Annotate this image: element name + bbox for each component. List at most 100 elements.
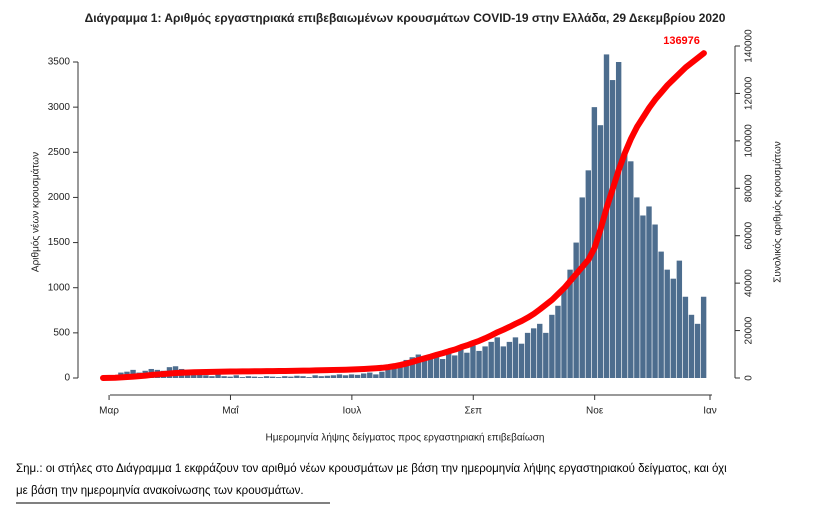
bar <box>379 371 385 378</box>
bar <box>348 374 355 378</box>
bar <box>342 375 349 378</box>
bar <box>209 376 215 378</box>
x-tick-label: Ιουλ <box>342 406 361 417</box>
bar <box>664 269 670 378</box>
bar <box>385 368 391 378</box>
bar <box>312 375 318 378</box>
bar <box>203 375 209 378</box>
bar <box>397 363 403 378</box>
bar <box>585 170 591 378</box>
bar <box>354 374 361 378</box>
bar <box>288 376 294 378</box>
bar <box>682 296 689 378</box>
bar <box>336 374 343 378</box>
bar <box>506 341 513 378</box>
y2-tick-label: 120000 <box>744 76 755 110</box>
bar <box>227 376 233 378</box>
bar <box>330 375 337 378</box>
y-tick-label: 2500 <box>48 147 71 158</box>
bar <box>634 197 640 378</box>
bar <box>306 377 312 378</box>
bar <box>233 375 239 378</box>
bar <box>415 354 422 378</box>
bar <box>373 374 379 378</box>
y-tick-label: 1500 <box>48 237 71 248</box>
x-tick-label: Ιαν <box>703 406 717 417</box>
bar <box>294 375 300 378</box>
bar <box>445 350 452 378</box>
y2-axis-label: Συνολικός αριθμός κρουσμάτων <box>772 141 784 283</box>
bar <box>482 346 488 378</box>
bar <box>615 62 622 378</box>
bar <box>488 341 494 378</box>
bar <box>622 152 628 378</box>
bar <box>537 323 543 378</box>
bar <box>245 376 252 378</box>
y-tick-label: 2000 <box>48 192 71 203</box>
bar <box>324 375 330 378</box>
bar <box>391 367 397 378</box>
chart-title: Διάγραμμα 1: Αριθμός εργαστηριακά επιβεβ… <box>85 11 726 25</box>
bar <box>433 352 440 378</box>
bar <box>464 352 470 378</box>
bar <box>215 374 221 378</box>
cumulative-line <box>100 50 707 381</box>
bar <box>640 215 646 378</box>
bar <box>609 80 616 379</box>
bar <box>658 251 664 378</box>
y-tick-label: 3000 <box>48 102 71 113</box>
bar <box>670 278 676 378</box>
bar <box>470 345 476 378</box>
x-axis-label: Ημερομηνία λήψης δείγματος προς εργαστηρ… <box>266 432 545 444</box>
bar <box>403 359 409 378</box>
bar <box>494 337 500 378</box>
bar <box>367 372 373 378</box>
bar <box>197 373 203 378</box>
bar <box>452 355 458 378</box>
bar <box>276 377 282 378</box>
bar <box>530 328 537 378</box>
bar <box>567 269 573 378</box>
y2-tick-label: 140000 <box>744 29 755 63</box>
bar <box>694 323 701 378</box>
note-line: Σημ.: οι στήλες στο Διάγραμμα 1 εκφράζου… <box>16 463 727 475</box>
y2-tick-label: 100000 <box>744 124 755 158</box>
bar <box>476 350 482 378</box>
bar <box>269 376 276 378</box>
bar <box>458 348 464 378</box>
bar <box>561 287 567 378</box>
note-line: με βάση την ημερομηνία ανακοίνωσης των κ… <box>16 485 304 497</box>
bar <box>549 314 555 378</box>
bar <box>361 373 367 378</box>
y-tick-label: 500 <box>53 327 70 338</box>
bar <box>257 377 264 378</box>
bar <box>221 376 227 378</box>
bar <box>676 260 683 378</box>
y2-tick-label: 0 <box>744 375 755 381</box>
bar <box>688 314 695 378</box>
y-tick-label: 1000 <box>48 282 71 293</box>
y-axis-label: Αριθμός νέων κρουσμάτων <box>30 152 42 272</box>
bar <box>652 224 658 378</box>
bar <box>263 376 270 378</box>
bar <box>421 359 428 378</box>
bar <box>597 125 604 378</box>
y2-tick-label: 60000 <box>744 221 755 249</box>
bar <box>427 355 434 378</box>
y2-tick-label: 80000 <box>744 174 755 202</box>
bar <box>573 242 579 378</box>
data-label: 136976 <box>663 35 700 47</box>
bar <box>543 332 549 378</box>
y-tick-label: 3500 <box>48 57 71 68</box>
bar <box>518 343 525 378</box>
bar <box>300 376 306 378</box>
bar <box>239 377 246 378</box>
bar <box>409 357 415 378</box>
bar <box>579 197 585 378</box>
x-tick-label: Σεπ <box>464 406 482 417</box>
bar <box>524 332 531 378</box>
y2-tick-label: 40000 <box>744 269 755 297</box>
y2-tick-label: 20000 <box>744 316 755 344</box>
bar <box>555 305 561 378</box>
